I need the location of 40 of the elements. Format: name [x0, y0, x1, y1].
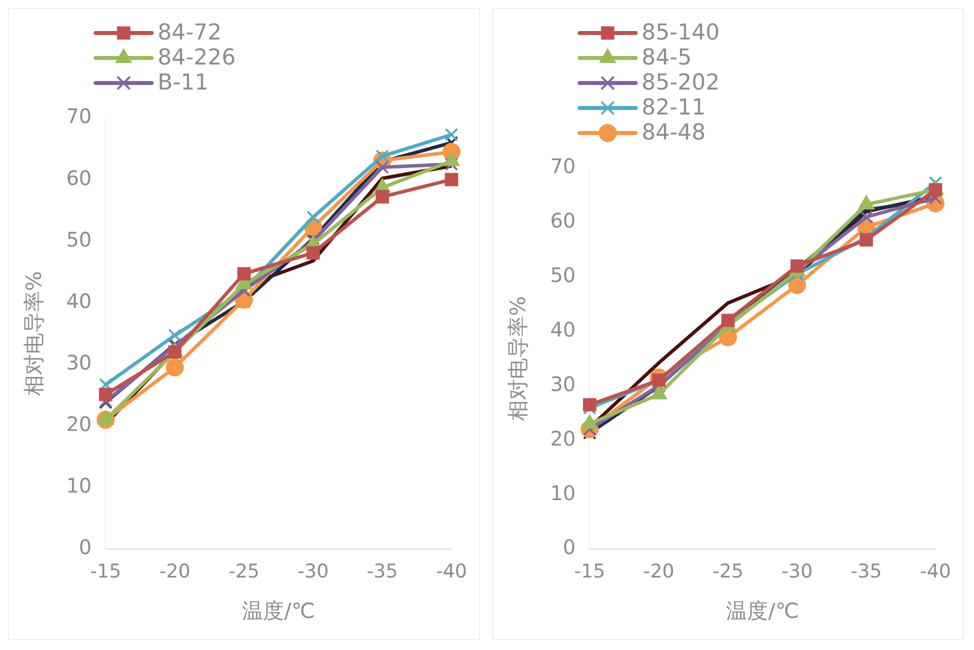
y-tick-label: 10 — [550, 480, 576, 505]
y-tick-label: 20 — [66, 412, 92, 436]
legend-label: 82-11 — [642, 96, 706, 121]
x-tick-label: -35 — [850, 560, 882, 582]
x-tick-label: -20 — [159, 560, 190, 582]
y-tick-label: 50 — [66, 227, 92, 252]
legend-label: 84-48 — [642, 120, 706, 146]
y-tick-label: 40 — [66, 288, 92, 313]
x-tick-label: -15 — [574, 560, 606, 582]
y-tick-label: 50 — [550, 263, 576, 288]
y-tick-label: 70 — [550, 154, 576, 178]
y-axis-title: 相对电导率% — [506, 296, 530, 421]
legend-label: B-11 — [158, 70, 209, 96]
x-tick-label: -25 — [712, 560, 744, 582]
legend-label: 84-226 — [158, 46, 236, 71]
y-tick-label: 20 — [550, 426, 576, 450]
y-tick-label: 60 — [66, 166, 92, 190]
legend-label: 84-5 — [642, 46, 692, 71]
y-tick-label: 40 — [550, 317, 576, 342]
y-tick-label: 0 — [78, 535, 92, 560]
x-tick-label: -25 — [228, 560, 260, 582]
x-tick-label: -20 — [643, 560, 674, 582]
y-tick-label: 30 — [550, 372, 576, 396]
y-tick-label: 0 — [562, 535, 576, 560]
y-tick-label: 60 — [550, 208, 576, 233]
x-tick-label: -40 — [436, 560, 468, 582]
legend-label: 85-140 — [642, 20, 720, 46]
x-tick-label: -40 — [920, 560, 952, 582]
y-axis-title: 相对电导率% — [22, 271, 46, 396]
y-tick-label: 70 — [66, 104, 92, 128]
y-tick-label: 10 — [66, 474, 92, 498]
x-tick-label: -15 — [90, 560, 122, 582]
x-tick-label: -30 — [298, 560, 329, 582]
x-tick-label: -30 — [782, 560, 813, 582]
x-tick-label: -35 — [366, 560, 398, 582]
x-axis-title: 温度/℃ — [726, 598, 799, 623]
x-axis-title: 温度/℃ — [242, 598, 315, 623]
legend-label: 84-72 — [158, 20, 222, 46]
y-tick-label: 30 — [66, 350, 92, 374]
legend-label: 85-202 — [642, 70, 720, 96]
